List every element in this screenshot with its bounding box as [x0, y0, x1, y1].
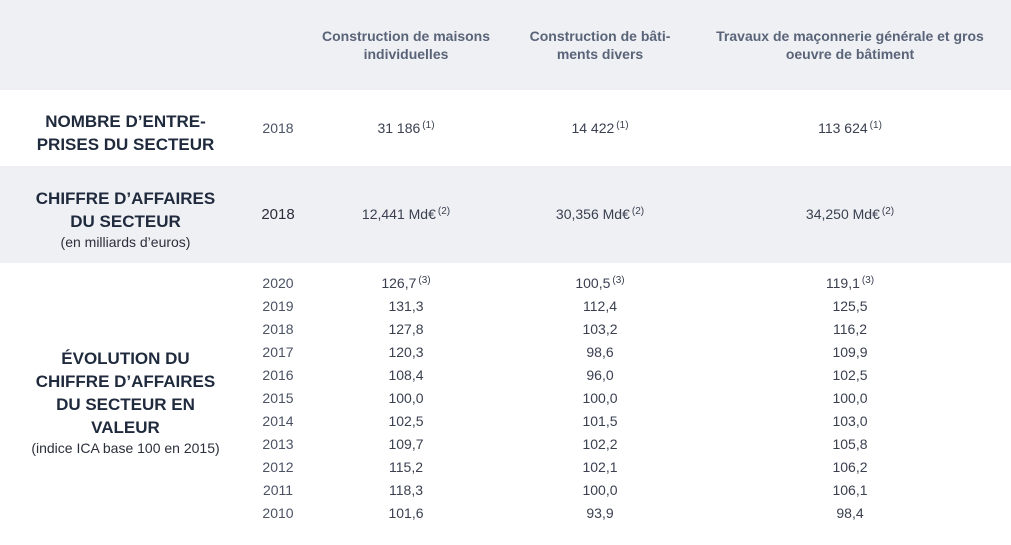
value-cell: 113 624 (1) [818, 120, 882, 136]
value-cell: 101,6 [388, 505, 424, 521]
column-header-batiments: Construction de bâti- ments divers [529, 28, 671, 62]
section-subtitle: (indice ICA base 100 en 2015) [31, 440, 220, 456]
value-cell: 109,9 [832, 344, 868, 360]
table-row: 2017 120,3 98,6 109,9 [0, 342, 1011, 365]
value-cell: 108,4 [388, 367, 424, 383]
value-cell: 125,5 [832, 298, 868, 314]
value-cell: 131,3 [388, 298, 424, 314]
value-cell: 106,1 [832, 482, 868, 498]
footnote-ref: (3) [612, 275, 625, 286]
footnote-ref: (2) [631, 206, 645, 217]
value-cell: 93,9 [586, 505, 614, 521]
table-row: 2019 131,3 112,4 125,5 [0, 296, 1011, 319]
value-cell: 96,0 [586, 367, 614, 383]
value-cell: 102,5 [832, 367, 868, 383]
footnote-ref: (2) [437, 206, 451, 217]
value-cell: 103,0 [832, 413, 868, 429]
value-cell: 120,3 [388, 344, 424, 360]
year-cell: 2018 [262, 321, 294, 337]
table-row: 2011 118,3 100,0 106,1 [0, 480, 1011, 503]
footnote-ref: (1) [869, 120, 882, 131]
value-cell: 102,1 [582, 459, 618, 475]
value-cell: 31 186 (1) [377, 120, 435, 136]
section-title: ÉVOLUTION DU CHIFFRE D’AFFAIRES DU SECTE… [35, 349, 216, 437]
year-cell: 2020 [262, 275, 294, 291]
section-label: NOMBRE D’ENTRE- PRISES DU SECTEUR [18, 110, 233, 156]
year-cell: 2018 [261, 206, 295, 223]
section-title: NOMBRE D’ENTRE- PRISES DU SECTEUR [36, 112, 215, 154]
value-cell: 100,0 [582, 390, 618, 406]
year-cell: 2013 [262, 436, 294, 452]
footnote-ref: (1) [616, 120, 629, 131]
footnote-ref: (3) [861, 275, 875, 286]
table-row: 2010 101,6 93,9 98,4 [0, 503, 1011, 526]
value-cell: 112,4 [583, 298, 617, 314]
value-cell: 106,2 [832, 459, 868, 475]
value-cell: 100,0 [832, 390, 868, 406]
value-cell: 98,4 [836, 505, 864, 521]
section-evolution: ÉVOLUTION DU CHIFFRE D’AFFAIRES DU SECTE… [0, 263, 1011, 545]
year-cell: 2012 [262, 459, 294, 475]
value-cell: 101,5 [582, 413, 618, 429]
table-row: 2015 100,0 100,0 100,0 [0, 388, 1011, 411]
year-cell: 2016 [262, 367, 294, 383]
year-cell: 2017 [262, 344, 294, 360]
column-header-maisons: Construction de maisons individuelles [321, 28, 491, 62]
footnote-ref: (1) [422, 120, 435, 131]
value-cell: 118,3 [389, 482, 423, 498]
value-cell: 100,0 [388, 390, 424, 406]
section-label: ÉVOLUTION DU CHIFFRE D’AFFAIRES DU SECTE… [18, 347, 233, 457]
table-header: Construction de maisons individuelles Co… [0, 0, 1011, 90]
year-cell: 2014 [262, 413, 294, 429]
section-entreprises: NOMBRE D’ENTRE- PRISES DU SECTEUR 2018 3… [0, 90, 1011, 166]
value-cell: 100,5 (3) [575, 275, 625, 291]
year-cell: 2015 [262, 390, 294, 406]
table-row: 2020 126,7 (3) 100,5 (3) 119,1 (3) [0, 273, 1011, 296]
section-subtitle: (en milliards d’euros) [60, 234, 191, 250]
year-cell: 2010 [262, 505, 294, 521]
section-chiffre-affaires: CHIFFRE D’AFFAIRES DU SECTEUR (en millia… [0, 166, 1011, 263]
footnote-ref: (3) [418, 275, 431, 286]
table-row: 2016 108,4 96,0 102,5 [0, 365, 1011, 388]
value-cell: 127,8 [388, 321, 424, 337]
value-cell: 126,7 (3) [381, 275, 431, 291]
value-cell: 102,2 [582, 436, 618, 452]
value-cell: 98,6 [586, 344, 614, 360]
year-cell: 2019 [262, 298, 294, 314]
table-row: 2018 127,8 103,2 116,2 [0, 319, 1011, 342]
value-cell: 30,356 Md€ (2) [555, 206, 645, 222]
value-cell: 105,8 [832, 436, 868, 452]
year-cell: 2011 [262, 482, 294, 498]
value-cell: 102,5 [388, 413, 424, 429]
value-cell: 14 422 (1) [571, 120, 629, 136]
table-row: 2013 109,7 102,2 105,8 [0, 434, 1011, 457]
section-label: CHIFFRE D’AFFAIRES DU SECTEUR (en millia… [18, 187, 233, 251]
value-cell: 119,1 (3) [825, 275, 875, 291]
footnote-ref: (2) [881, 206, 895, 217]
column-header-maconnerie: Travaux de maçonnerie générale et gros o… [716, 28, 984, 62]
table-row: 2012 115,2 102,1 106,2 [0, 457, 1011, 480]
value-cell: 115,2 [389, 459, 423, 475]
section-title: CHIFFRE D’AFFAIRES DU SECTEUR [35, 189, 216, 231]
table-row: 2014 102,5 101,5 103,0 [0, 411, 1011, 434]
value-cell: 12,441 Md€ (2) [361, 206, 451, 222]
value-cell: 34,250 Md€ (2) [805, 206, 895, 222]
value-cell: 116,2 [833, 321, 867, 337]
year-cell: 2018 [262, 120, 294, 136]
value-cell: 100,0 [582, 482, 618, 498]
value-cell: 103,2 [582, 321, 618, 337]
value-cell: 109,7 [388, 436, 424, 452]
